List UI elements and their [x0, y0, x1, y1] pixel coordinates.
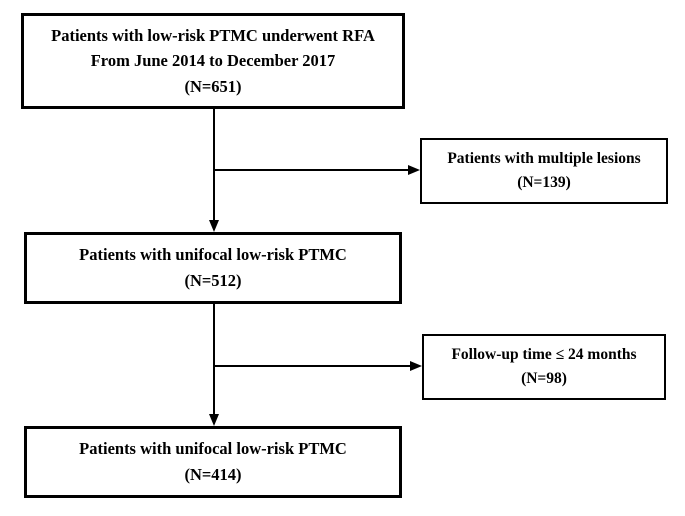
- flowchart-canvas: Patients with low-risk PTMC underwent RF…: [0, 0, 685, 516]
- node-mid-line-1: Patients with unifocal low-risk PTMC: [79, 242, 347, 268]
- node-start-line-2: From June 2014 to December 2017: [91, 48, 336, 74]
- node-excl2-line-2: (N=98): [521, 367, 567, 391]
- node-exclusion-followup: Follow-up time ≤ 24 months (N=98): [422, 334, 666, 400]
- node-exclusion-multiple-lesions: Patients with multiple lesions (N=139): [420, 138, 668, 204]
- node-start-line-1: Patients with low-risk PTMC underwent RF…: [51, 23, 375, 49]
- node-excl2-line-1: Follow-up time ≤ 24 months: [451, 343, 636, 367]
- node-start-line-3: (N=651): [184, 74, 241, 100]
- node-excl1-line-2: (N=139): [517, 171, 571, 195]
- node-mid-line-2: (N=512): [184, 268, 241, 294]
- node-unifocal-414: Patients with unifocal low-risk PTMC (N=…: [24, 426, 402, 498]
- node-end-line-1: Patients with unifocal low-risk PTMC: [79, 436, 347, 462]
- node-unifocal-512: Patients with unifocal low-risk PTMC (N=…: [24, 232, 402, 304]
- node-excl1-line-1: Patients with multiple lesions: [447, 147, 640, 171]
- node-end-line-2: (N=414): [184, 462, 241, 488]
- node-start: Patients with low-risk PTMC underwent RF…: [21, 13, 405, 109]
